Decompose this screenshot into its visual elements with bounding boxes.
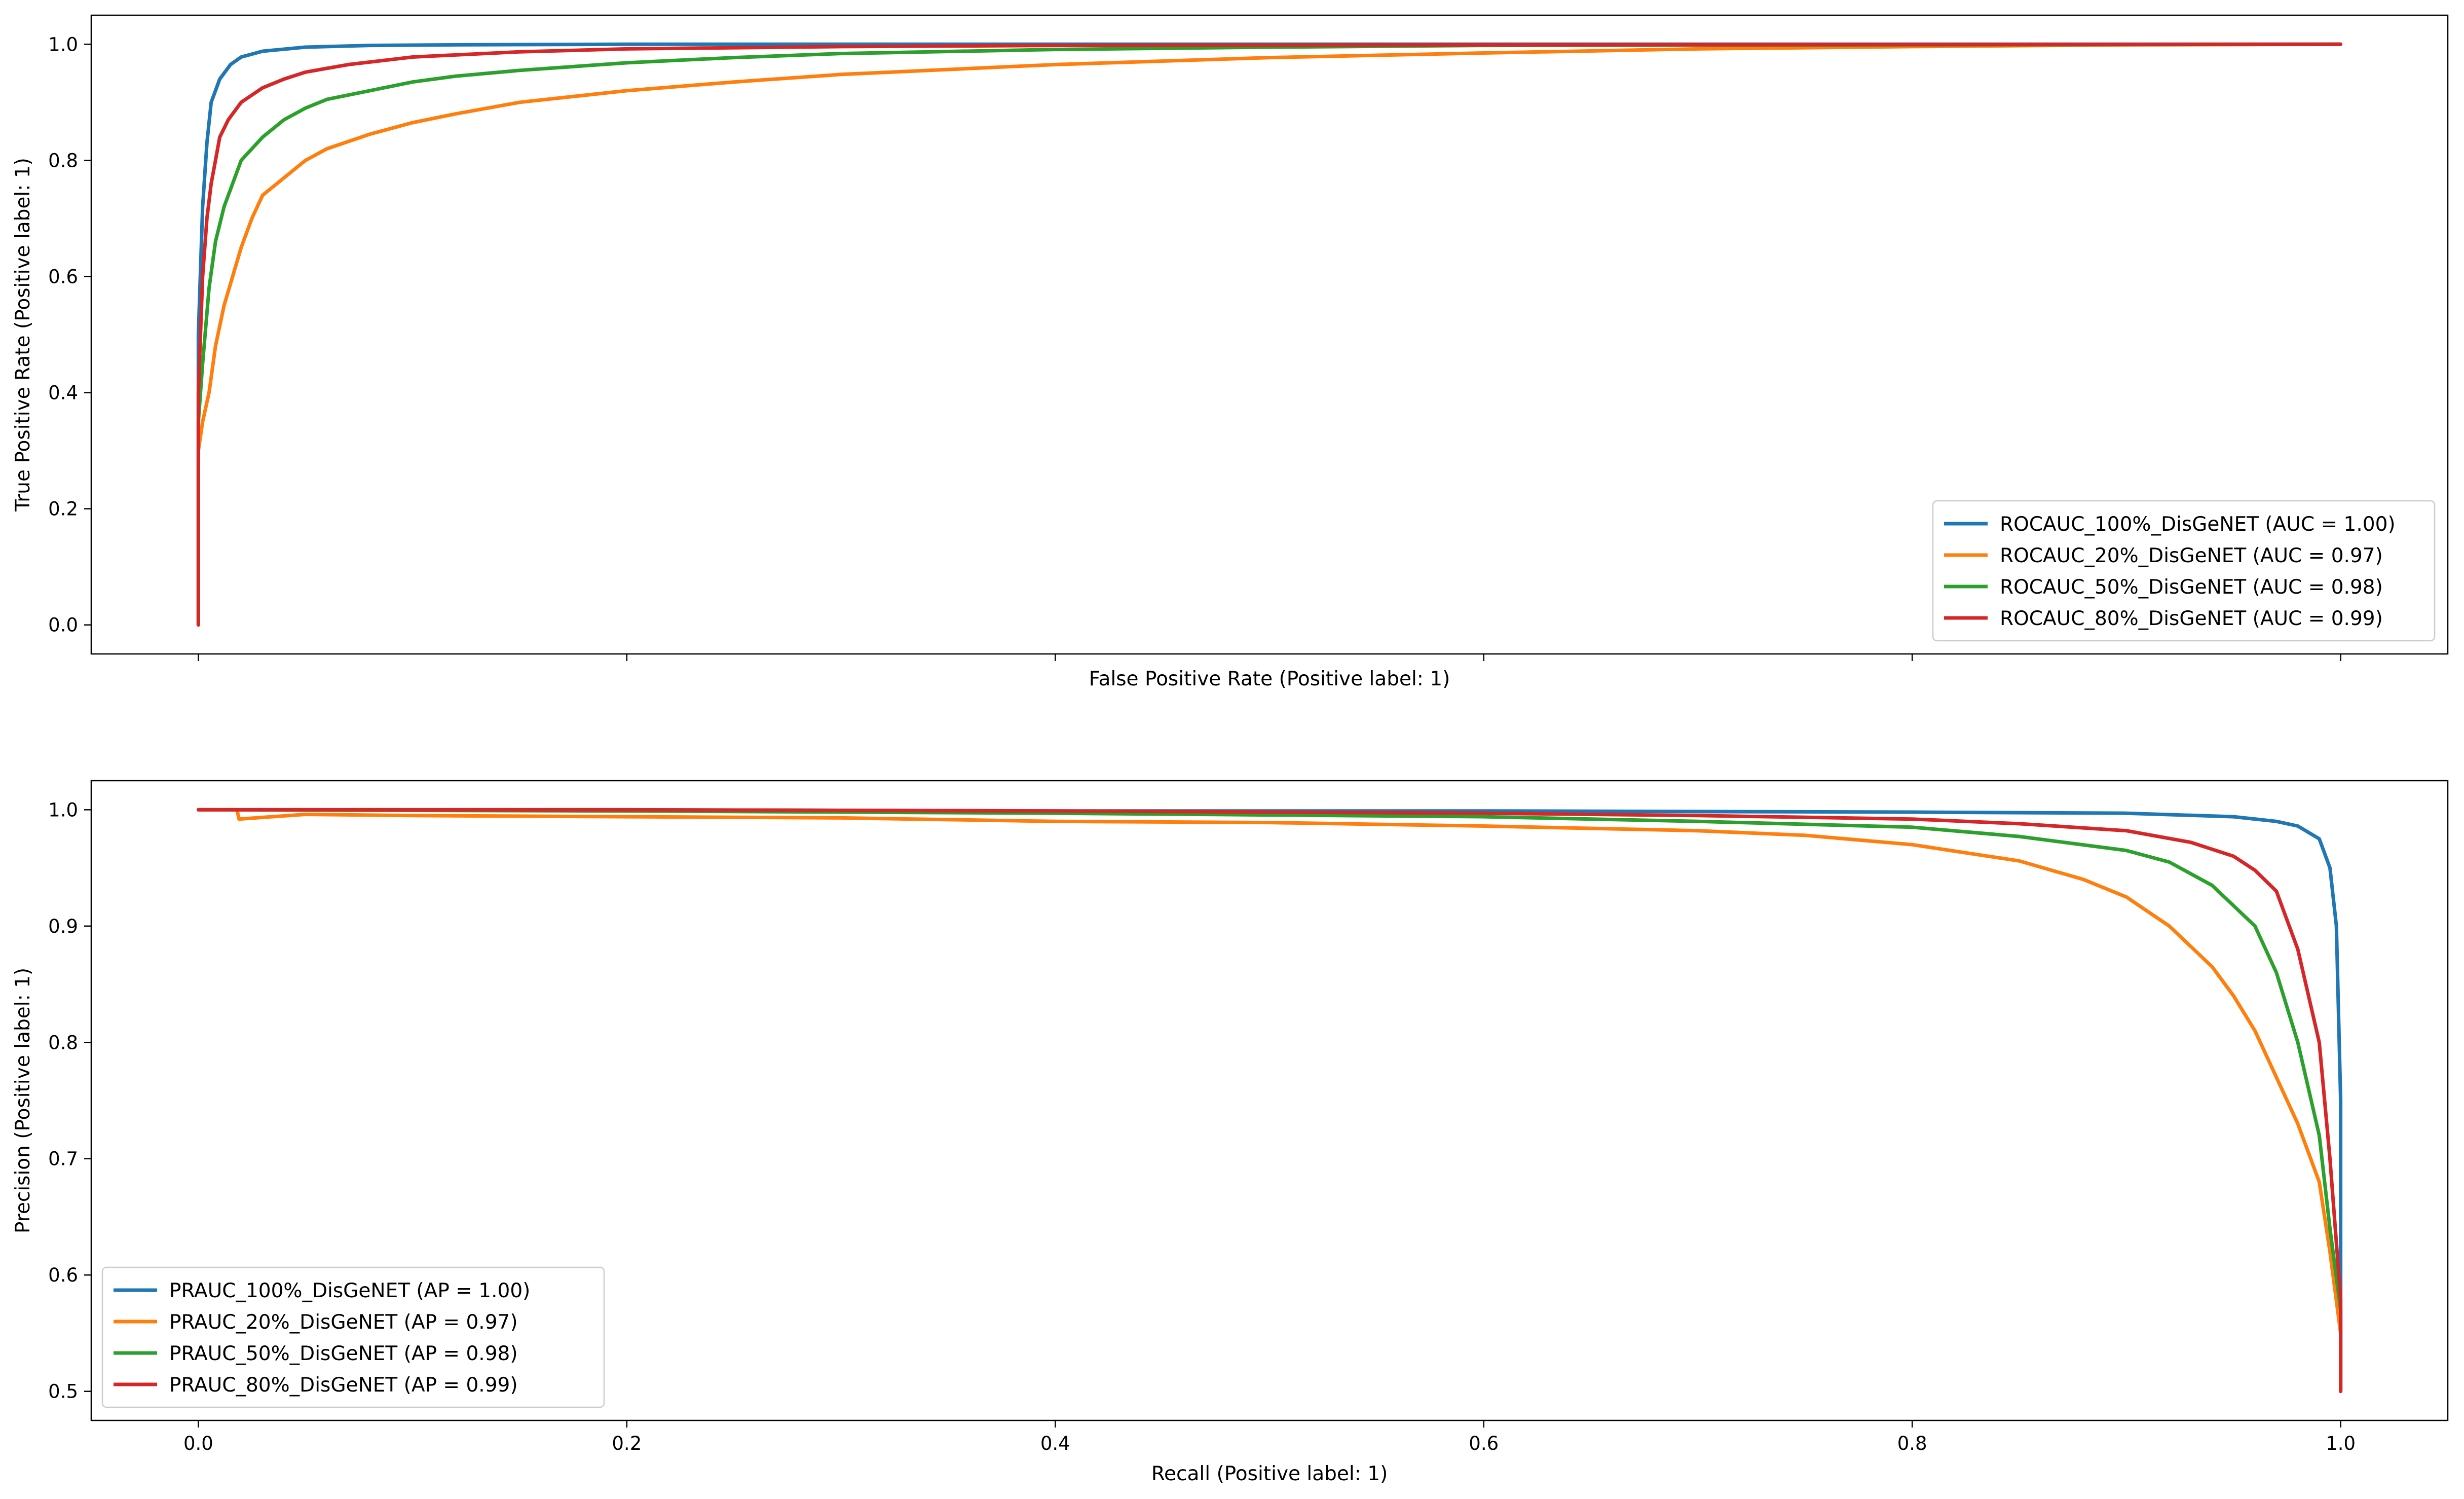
roc-ticks: 0.0 0.2 0.4 0.6 0.8 1.0 <box>48 33 2341 661</box>
pr-series-line-2 <box>196 808 2343 1394</box>
pr-x-tick-label: 1.0 <box>2326 1433 2356 1454</box>
pr-series-line-1 <box>196 808 2343 1394</box>
roc-axes-frame <box>90 14 2449 655</box>
pr-y-tick-label: 0.9 <box>48 916 78 937</box>
roc-x-axis-label: False Positive Rate (Positive label: 1) <box>1089 668 1450 690</box>
pr-x-tick-label: 0.4 <box>1040 1433 1070 1454</box>
roc-legend-box <box>1932 500 2436 642</box>
roc-y-tick-label: 0.2 <box>48 498 78 520</box>
roc-y-tick-label: 0.0 <box>48 614 78 636</box>
roc-legend-label: ROCAUC_80%_DisGeNET (AUC = 0.99) <box>2000 607 2383 630</box>
roc-y-tick-label: 0.8 <box>48 150 78 171</box>
roc-series-line-3 <box>196 42 2343 627</box>
roc-panel: 0.0 0.2 0.4 0.6 0.8 1.0 False Positive Rate (… <box>12 14 2449 690</box>
roc-legend: ROCAUC_100%_DisGeNET (AUC = 1.00) ROCAUC_… <box>1932 500 2436 642</box>
pr-panel: 0.0 0.2 0.4 0.6 0.8 1.0 0.5 0.6 0.7 0.8 0.9 1.0 Rec… <box>12 780 2449 1485</box>
pr-y-tick-label: 0.7 <box>48 1148 78 1170</box>
roc-y-axis-label: True Positive Rate (Positive label: 1) <box>12 158 34 512</box>
roc-series-line-2 <box>196 42 2343 627</box>
pr-y-axis-label: Precision (Positive label: 1) <box>12 968 34 1233</box>
pr-ticks: 0.0 0.2 0.4 0.6 0.8 1.0 0.5 0.6 0.7 0.8 0.9 1.0 <box>48 799 2356 1454</box>
pr-curves <box>196 808 2343 1394</box>
pr-legend-label: PRAUC_20%_DisGeNET (AP = 0.97) <box>169 1311 518 1334</box>
pr-legend-label: PRAUC_80%_DisGeNET (AP = 0.99) <box>169 1374 518 1397</box>
pr-series-line-3 <box>196 808 2343 1394</box>
roc-y-tick-label: 1.0 <box>48 33 78 55</box>
pr-y-tick-label: 1.0 <box>48 799 78 821</box>
pr-legend-box <box>101 1266 605 1408</box>
pr-y-tick-label: 0.5 <box>48 1381 78 1403</box>
pr-x-axis-label: Recall (Positive label: 1) <box>1151 1463 1388 1485</box>
pr-legend-label: PRAUC_100%_DisGeNET (AP = 1.00) <box>169 1279 530 1302</box>
roc-legend-label: ROCAUC_100%_DisGeNET (AUC = 1.00) <box>2000 513 2396 536</box>
roc-legend-label: ROCAUC_50%_DisGeNET (AUC = 0.98) <box>2000 576 2383 599</box>
roc-series-line-1 <box>196 42 2343 627</box>
roc-legend-label: ROCAUC_20%_DisGeNET (AUC = 0.97) <box>2000 544 2383 567</box>
pr-x-tick-label: 0.2 <box>612 1433 642 1454</box>
pr-x-tick-label: 0.6 <box>1469 1433 1499 1454</box>
pr-y-tick-label: 0.6 <box>48 1264 78 1286</box>
roc-series-line-0 <box>196 42 2343 627</box>
pr-legend-label: PRAUC_50%_DisGeNET (AP = 0.98) <box>169 1342 518 1365</box>
roc-curves <box>196 42 2343 627</box>
pr-x-tick-label: 0.0 <box>183 1433 213 1454</box>
pr-y-tick-label: 0.8 <box>48 1032 78 1053</box>
roc-y-tick-label: 0.4 <box>48 382 78 404</box>
pr-x-tick-label: 0.8 <box>1897 1433 1927 1454</box>
pr-legend: PRAUC_100%_DisGeNET (AP = 1.00) PRAUC_20%… <box>101 1266 605 1408</box>
pr-axes-frame <box>90 780 2449 1421</box>
roc-y-tick-label: 0.6 <box>48 266 78 287</box>
